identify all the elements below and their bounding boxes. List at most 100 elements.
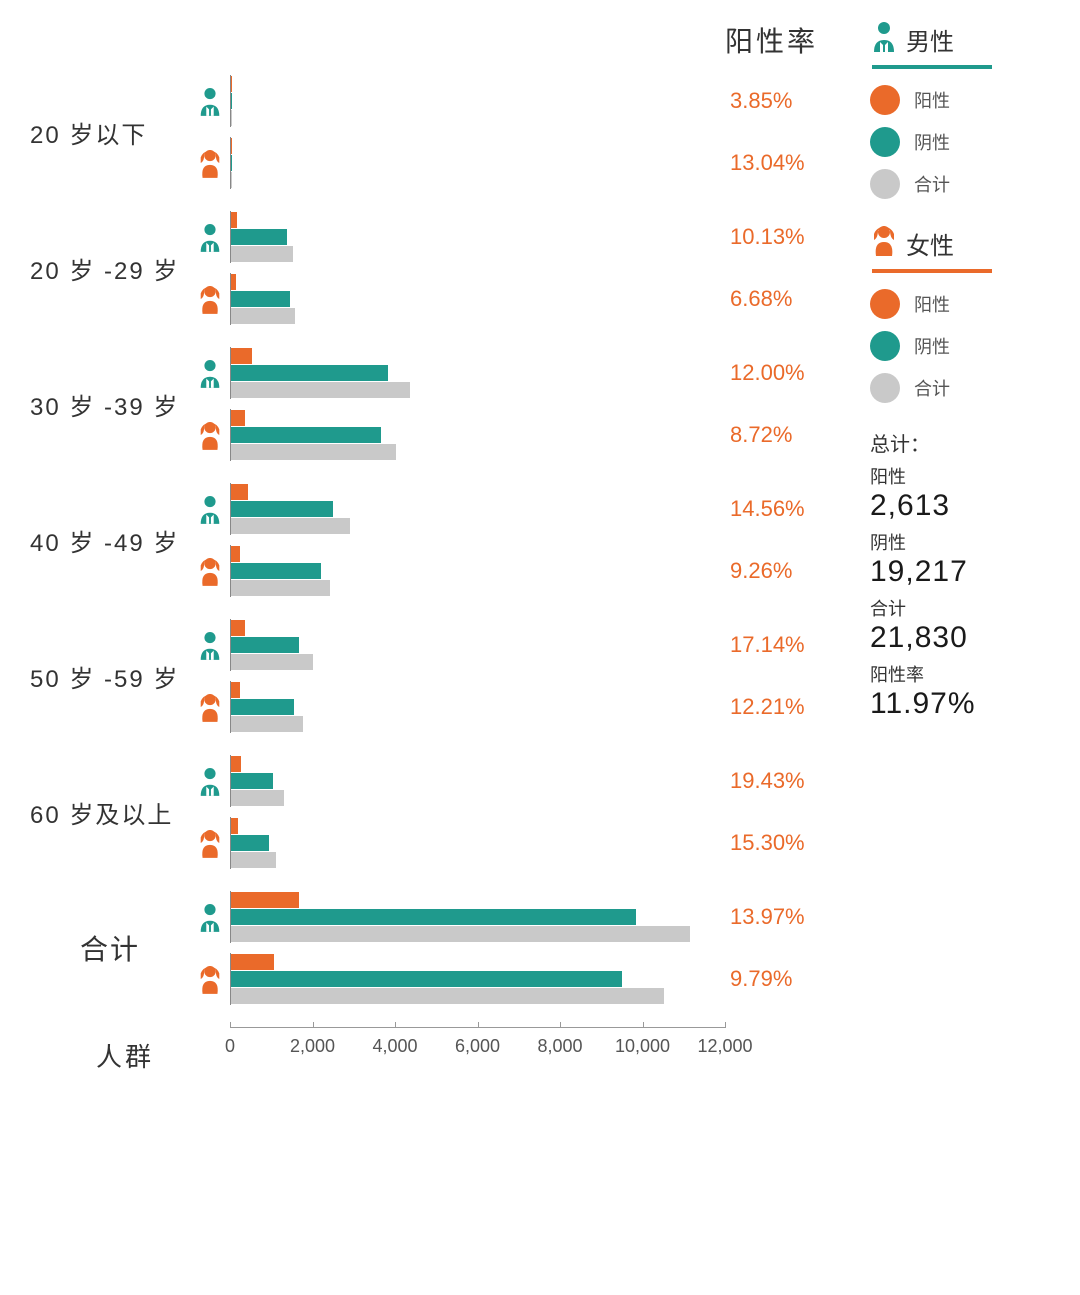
bar-total bbox=[231, 110, 232, 126]
age-group: 60 岁及以上 19.43% bbox=[20, 755, 855, 869]
rate-male: 13.97% bbox=[725, 904, 855, 930]
axis-tick bbox=[313, 1022, 314, 1028]
bars-male bbox=[230, 755, 725, 807]
axis-tick bbox=[230, 1022, 231, 1028]
male-icon bbox=[190, 86, 230, 116]
chart-container: 阳性率 20 岁以下 3.85% bbox=[20, 20, 1050, 1074]
totals-total-value: 21,830 bbox=[870, 621, 1050, 655]
bar-negative bbox=[231, 93, 232, 109]
male-icon bbox=[190, 494, 230, 524]
male-icon bbox=[190, 630, 230, 660]
female-icon bbox=[870, 224, 898, 263]
male-icon bbox=[190, 902, 230, 932]
bar-total bbox=[231, 246, 293, 262]
bar-negative bbox=[231, 971, 622, 987]
bar-positive bbox=[231, 818, 238, 834]
bar-negative bbox=[231, 229, 287, 245]
age-group: 50 岁 -59 岁 17.14% bbox=[20, 619, 855, 733]
bar-total bbox=[231, 926, 690, 942]
bar-total bbox=[231, 172, 232, 188]
female-icon bbox=[190, 964, 230, 994]
female-icon bbox=[190, 148, 230, 178]
female-icon bbox=[190, 284, 230, 314]
age-group-label: 50 岁 -59 岁 bbox=[20, 659, 190, 694]
axis-tick bbox=[725, 1022, 726, 1028]
rate-female: 15.30% bbox=[725, 830, 855, 856]
age-group: 30 岁 -39 岁 12.00% bbox=[20, 347, 855, 461]
bar-total bbox=[231, 988, 664, 1004]
bar-total bbox=[231, 382, 410, 398]
male-row: 12.00% bbox=[190, 347, 855, 399]
rate-female: 13.04% bbox=[725, 150, 855, 176]
axis-tick bbox=[560, 1022, 561, 1028]
bar-positive bbox=[231, 620, 245, 636]
rate-male: 10.13% bbox=[725, 224, 855, 250]
male-icon bbox=[190, 222, 230, 252]
totals-negative-value: 19,217 bbox=[870, 555, 1050, 589]
male-icon bbox=[190, 358, 230, 388]
swatch-negative bbox=[870, 331, 900, 361]
axis-tick-label: 6,000 bbox=[455, 1036, 500, 1057]
bar-positive bbox=[231, 484, 248, 500]
rate-female: 6.68% bbox=[725, 286, 855, 312]
rate-male: 14.56% bbox=[725, 496, 855, 522]
female-row: 9.26% bbox=[190, 545, 855, 597]
bar-negative bbox=[231, 563, 321, 579]
male-row: 3.85% bbox=[190, 75, 855, 127]
bar-total bbox=[231, 654, 313, 670]
bars-male bbox=[230, 211, 725, 263]
rate-female: 8.72% bbox=[725, 422, 855, 448]
bar-negative bbox=[231, 427, 381, 443]
bar-positive bbox=[231, 756, 241, 772]
female-row: 6.68% bbox=[190, 273, 855, 325]
male-icon bbox=[870, 20, 898, 59]
age-group: 合计 13.97% bbox=[20, 891, 855, 1005]
axis-tick-label: 0 bbox=[225, 1036, 235, 1057]
female-icon bbox=[190, 692, 230, 722]
bar-total bbox=[231, 518, 350, 534]
legend-item-negative: 阴性 bbox=[870, 127, 1050, 157]
bar-negative bbox=[231, 501, 333, 517]
header-row: 阳性率 bbox=[20, 20, 855, 60]
swatch-total bbox=[870, 373, 900, 403]
female-row: 13.04% bbox=[190, 137, 855, 189]
bar-total bbox=[231, 444, 396, 460]
legend-male: 男性 阳性 阴性 合计 bbox=[870, 20, 1050, 199]
female-icon bbox=[190, 828, 230, 858]
x-axis-label: 人群 bbox=[20, 1027, 230, 1074]
bar-positive bbox=[231, 546, 240, 562]
axis-tick bbox=[395, 1022, 396, 1028]
bar-positive bbox=[231, 892, 299, 908]
legend-female: 女性 阳性 阴性 合计 bbox=[870, 224, 1050, 403]
legend-item-total-f: 合计 bbox=[870, 373, 1050, 403]
legend-male-label: 男性 bbox=[906, 22, 954, 57]
x-axis-scale: 02,0004,0006,0008,00010,00012,000 bbox=[230, 1027, 725, 1067]
bar-negative bbox=[231, 291, 290, 307]
bars-male bbox=[230, 619, 725, 671]
axis-tick-label: 4,000 bbox=[372, 1036, 417, 1057]
bar-negative bbox=[231, 699, 294, 715]
female-icon bbox=[190, 420, 230, 450]
legend-item-negative-f: 阴性 bbox=[870, 331, 1050, 361]
male-row: 10.13% bbox=[190, 211, 855, 263]
bars-male bbox=[230, 891, 725, 943]
swatch-negative bbox=[870, 127, 900, 157]
legend-area: 男性 阳性 阴性 合计 bbox=[870, 20, 1050, 1074]
rate-male: 3.85% bbox=[725, 88, 855, 114]
age-group-label: 40 岁 -49 岁 bbox=[20, 523, 190, 558]
axis-tick-label: 10,000 bbox=[615, 1036, 670, 1057]
bar-total bbox=[231, 580, 330, 596]
axis-tick bbox=[643, 1022, 644, 1028]
bar-total bbox=[231, 852, 276, 868]
rate-male: 17.14% bbox=[725, 632, 855, 658]
bar-positive bbox=[231, 212, 237, 228]
legend-female-label: 女性 bbox=[906, 226, 954, 261]
bars-male bbox=[230, 75, 725, 127]
female-row: 12.21% bbox=[190, 681, 855, 733]
totals-positive-value: 2,613 bbox=[870, 489, 1050, 523]
age-group-label: 20 岁以下 bbox=[20, 115, 190, 150]
bar-negative bbox=[231, 835, 269, 851]
bar-negative bbox=[231, 365, 388, 381]
age-group-label: 30 岁 -39 岁 bbox=[20, 387, 190, 422]
bar-total bbox=[231, 790, 284, 806]
